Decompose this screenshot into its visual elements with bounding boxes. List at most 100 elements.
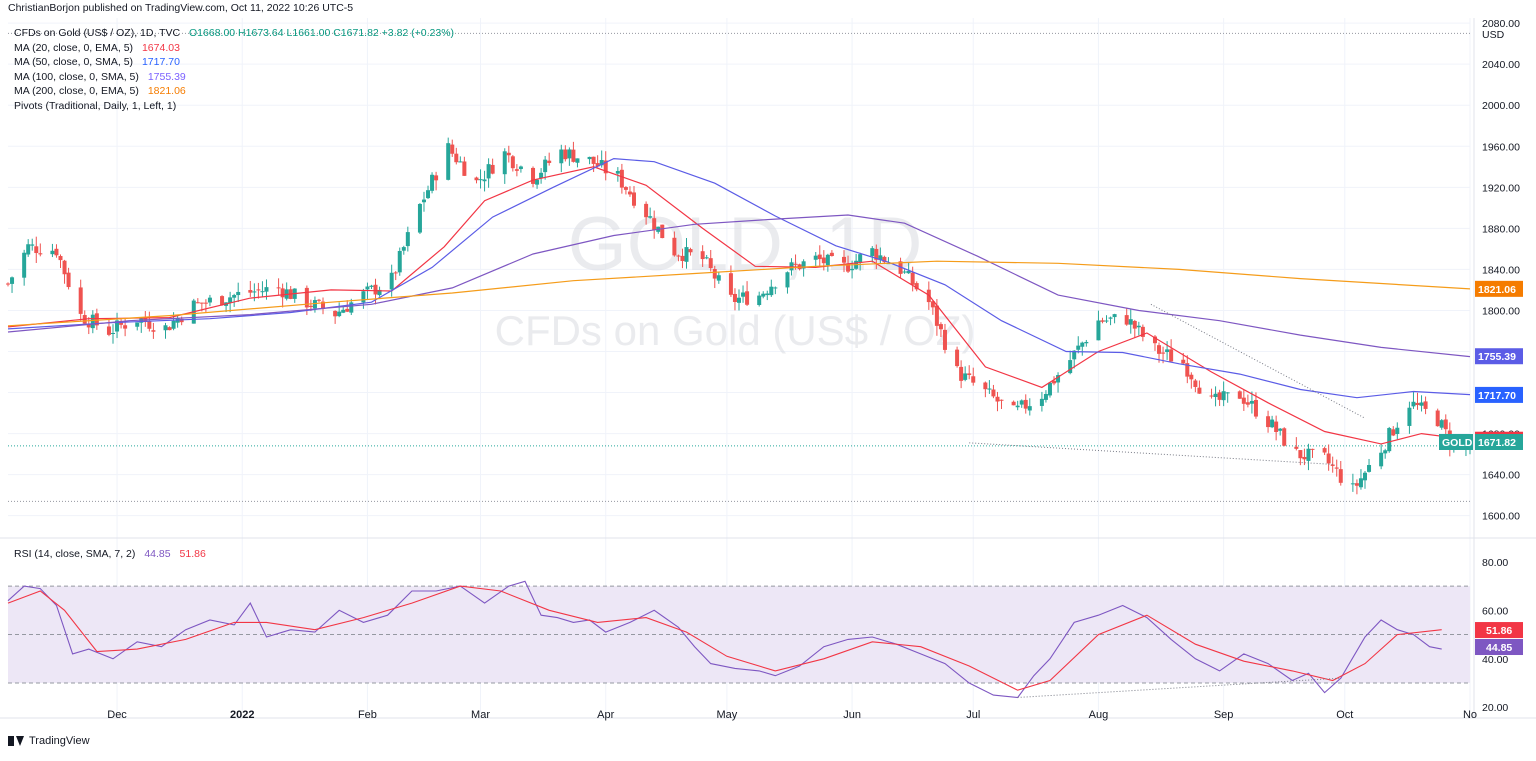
- candle-body: [1225, 392, 1230, 394]
- candle: [1225, 392, 1230, 403]
- candle-body: [228, 297, 233, 303]
- candle-body: [934, 305, 939, 326]
- candle-body: [220, 296, 225, 306]
- candle-body: [1330, 464, 1335, 466]
- candle-body: [1165, 349, 1170, 353]
- candle: [1047, 382, 1052, 398]
- candle: [119, 319, 124, 329]
- candle-body: [1411, 401, 1416, 407]
- candle-body: [308, 305, 313, 308]
- candle-body: [195, 302, 200, 304]
- time-axis: Dec 2022 Feb Mar Apr May Jun Jul Aug Sep Oct No: [107, 709, 1477, 721]
- candle: [248, 280, 253, 297]
- candle-body: [1241, 397, 1246, 404]
- candle: [349, 298, 354, 316]
- candle: [1274, 415, 1279, 441]
- candle-body: [106, 326, 111, 335]
- candle-body: [967, 373, 972, 375]
- candle-body: [1068, 360, 1073, 374]
- candle: [1043, 390, 1048, 403]
- candle: [842, 250, 847, 273]
- candle: [1326, 444, 1331, 471]
- candle-body: [858, 254, 863, 263]
- price-axis: USD1600.001640.001680.001720.001760.0018…: [1439, 18, 1523, 523]
- candle-body: [111, 332, 116, 334]
- candle: [967, 365, 972, 380]
- watermark: GOLD, 1D CFDs on Gold (US$ / OZ): [495, 202, 976, 354]
- legend-ma200[interactable]: MA (200, close, 0, EMA, 5) 1821.06: [14, 84, 186, 98]
- candle: [1221, 381, 1226, 407]
- candle: [631, 186, 636, 209]
- candle: [1367, 458, 1372, 473]
- candle-body: [1128, 319, 1133, 325]
- candle-body: [1213, 393, 1218, 398]
- candle: [490, 158, 495, 175]
- legend-ma20[interactable]: MA (20, close, 0, EMA, 5) 1674.03: [14, 41, 180, 55]
- candle-body: [1435, 410, 1440, 427]
- candle-body: [510, 156, 515, 169]
- candle: [10, 276, 15, 293]
- legend-ma50[interactable]: MA (50, close, 0, SMA, 5) 1717.70: [14, 55, 180, 69]
- candle-body: [417, 203, 422, 233]
- candle-body: [430, 174, 435, 191]
- candle-body: [906, 271, 911, 274]
- candle: [1072, 350, 1077, 369]
- watermark-ticker: GOLD, 1D: [568, 202, 923, 287]
- candle-body: [1072, 350, 1077, 360]
- candle: [1124, 308, 1129, 326]
- candle: [535, 178, 540, 189]
- candle-body: [1266, 416, 1271, 428]
- candle-body: [86, 324, 91, 328]
- ma20-value: 1674.03: [141, 42, 180, 54]
- candle: [1039, 391, 1044, 412]
- candle-body: [304, 287, 309, 308]
- candle-body: [1306, 448, 1311, 461]
- candle-body: [50, 250, 55, 255]
- legend-ma100[interactable]: MA (100, close, 0, SMA, 5) 1755.39: [14, 70, 186, 84]
- candle: [785, 271, 790, 294]
- candle: [680, 248, 685, 269]
- candle: [426, 185, 431, 199]
- candle: [90, 310, 95, 334]
- candle-body: [34, 246, 39, 254]
- legend-pivots[interactable]: Pivots (Traditional, Daily, 1, Left, 1): [14, 99, 176, 113]
- candle-body: [1209, 395, 1214, 397]
- candle-body: [1076, 345, 1081, 350]
- candle: [518, 165, 523, 173]
- rsi-tick-label: 20.00: [1482, 702, 1508, 714]
- candle-body: [207, 297, 212, 303]
- candle: [1011, 400, 1016, 406]
- candle-body: [90, 314, 95, 329]
- candle-body: [115, 320, 120, 332]
- candle-body: [1278, 428, 1283, 431]
- legend-rsi[interactable]: RSI (14, close, SMA, 7, 2) 44.85 51.86: [14, 547, 206, 561]
- candle-body: [341, 309, 346, 313]
- price-label: 1717.70: [1478, 390, 1516, 402]
- candle: [1019, 399, 1024, 408]
- candle-body: [745, 291, 750, 305]
- candle: [1387, 426, 1392, 453]
- candle-body: [171, 320, 176, 329]
- candle: [1136, 321, 1141, 336]
- candle: [1132, 319, 1137, 339]
- candle-body: [397, 250, 402, 273]
- candle-body: [1302, 456, 1307, 460]
- candle: [78, 279, 83, 321]
- candle: [813, 252, 818, 267]
- candle: [1383, 448, 1388, 459]
- price-label: 1821.06: [1478, 284, 1516, 296]
- candle-body: [1326, 453, 1331, 464]
- candle-body: [813, 255, 818, 260]
- candle: [708, 249, 713, 272]
- candle-body: [333, 310, 338, 317]
- rsi-tick-label: 40.00: [1482, 654, 1508, 666]
- candle-body: [22, 252, 27, 278]
- support-trendline: [969, 442, 1333, 465]
- candle-body: [615, 171, 620, 174]
- candle-body: [1015, 405, 1020, 408]
- ma200-value: 1821.06: [147, 85, 186, 97]
- rsi-label: 44.85: [1486, 642, 1512, 654]
- candle: [660, 224, 665, 239]
- candle: [417, 203, 422, 235]
